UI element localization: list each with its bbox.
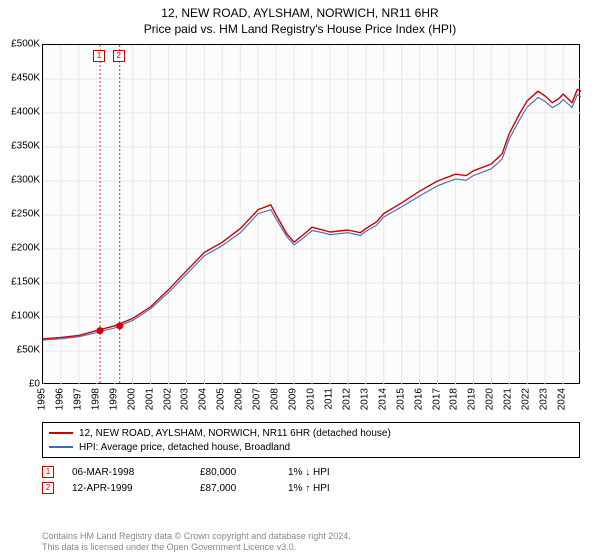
y-tick-label: £500K: [11, 39, 40, 50]
x-tick-label: 2013: [359, 388, 370, 410]
legend-label: 12, NEW ROAD, AYLSHAM, NORWICH, NR11 6HR…: [79, 428, 391, 439]
chart-title: 12, NEW ROAD, AYLSHAM, NORWICH, NR11 6HR: [0, 6, 600, 20]
legend-label: HPI: Average price, detached house, Broa…: [79, 442, 290, 453]
x-tick-label: 1995: [37, 388, 48, 410]
footer-line-2: This data is licensed under the Open Gov…: [42, 542, 580, 554]
x-tick-label: 2005: [216, 388, 227, 410]
event-marker-icon: 2: [42, 482, 54, 494]
legend-swatch: [49, 446, 73, 448]
legend-series-box: 12, NEW ROAD, AYLSHAM, NORWICH, NR11 6HR…: [42, 422, 580, 458]
legend-series-row: HPI: Average price, detached house, Broa…: [49, 440, 573, 454]
x-tick-label: 2020: [485, 388, 496, 410]
y-tick-label: £300K: [11, 175, 40, 186]
event-note: 1% ↓ HPI: [288, 467, 368, 478]
x-tick-label: 2010: [306, 388, 317, 410]
legend: 12, NEW ROAD, AYLSHAM, NORWICH, NR11 6HR…: [42, 422, 580, 498]
chart-svg: [43, 45, 581, 385]
event-marker-icon: 1: [42, 466, 54, 478]
x-tick-label: 1997: [72, 388, 83, 410]
x-tick-label: 2016: [413, 388, 424, 410]
x-tick-label: 2001: [144, 388, 155, 410]
event-marker: 1: [93, 50, 105, 62]
x-tick-label: 2000: [126, 388, 137, 410]
plot-area: [42, 44, 580, 384]
x-tick-label: 2023: [539, 388, 550, 410]
legend-swatch: [49, 432, 73, 434]
x-tick-label: 1996: [54, 388, 65, 410]
y-tick-label: £50K: [17, 345, 40, 356]
x-tick-label: 2024: [557, 388, 568, 410]
y-tick-label: £100K: [11, 311, 40, 322]
event-date: 12-APR-1999: [72, 483, 182, 494]
x-tick-label: 2019: [467, 388, 478, 410]
x-tick-label: 2003: [180, 388, 191, 410]
y-tick-label: £150K: [11, 277, 40, 288]
x-tick-label: 2012: [341, 388, 352, 410]
x-tick-label: 2018: [449, 388, 460, 410]
event-price: £80,000: [200, 467, 270, 478]
x-tick-label: 1999: [108, 388, 119, 410]
x-tick-label: 2002: [162, 388, 173, 410]
y-tick-label: £350K: [11, 141, 40, 152]
x-tick-label: 2008: [270, 388, 281, 410]
event-date: 06-MAR-1998: [72, 467, 182, 478]
x-tick-label: 2017: [431, 388, 442, 410]
attribution-footer: Contains HM Land Registry data © Crown c…: [42, 531, 580, 554]
footer-line-1: Contains HM Land Registry data © Crown c…: [42, 531, 580, 543]
x-tick-label: 2015: [395, 388, 406, 410]
chart-container: 12, NEW ROAD, AYLSHAM, NORWICH, NR11 6HR…: [0, 0, 600, 560]
x-tick-label: 2004: [198, 388, 209, 410]
x-tick-label: 2011: [323, 388, 334, 410]
legend-event-row: 2 12-APR-1999 £87,000 1% ↑ HPI: [42, 482, 580, 494]
y-tick-label: £450K: [11, 73, 40, 84]
x-tick-label: 2007: [252, 388, 263, 410]
legend-events: 1 06-MAR-1998 £80,000 1% ↓ HPI 2 12-APR-1999 £…: [42, 466, 580, 494]
x-tick-label: 1998: [90, 388, 101, 410]
x-tick-label: 2006: [234, 388, 245, 410]
x-tick-label: 2022: [521, 388, 532, 410]
title-block: 12, NEW ROAD, AYLSHAM, NORWICH, NR11 6HR…: [0, 0, 600, 36]
y-tick-label: £250K: [11, 209, 40, 220]
x-tick-label: 2009: [288, 388, 299, 410]
legend-event-row: 1 06-MAR-1998 £80,000 1% ↓ HPI: [42, 466, 580, 478]
chart-subtitle: Price paid vs. HM Land Registry's House …: [0, 22, 600, 36]
event-marker: 2: [113, 50, 125, 62]
event-price: £87,000: [200, 483, 270, 494]
y-tick-label: £200K: [11, 243, 40, 254]
event-note: 1% ↑ HPI: [288, 483, 368, 494]
x-tick-label: 2014: [377, 388, 388, 410]
y-tick-label: £400K: [11, 107, 40, 118]
legend-series-row: 12, NEW ROAD, AYLSHAM, NORWICH, NR11 6HR…: [49, 426, 573, 440]
x-tick-label: 2021: [503, 388, 514, 410]
